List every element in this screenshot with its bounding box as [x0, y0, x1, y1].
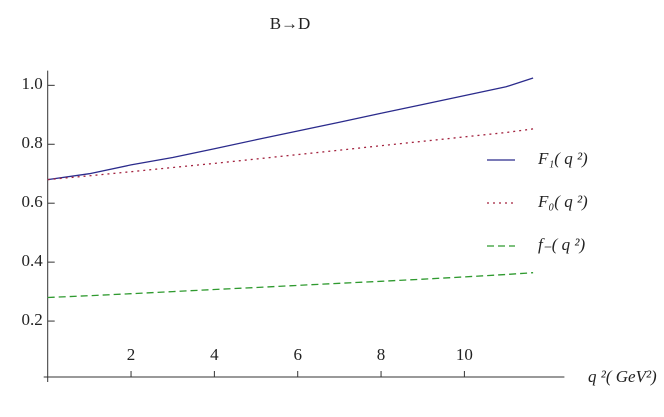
x-tick-label: 6	[293, 345, 302, 364]
x-tick-label: 10	[456, 345, 473, 364]
y-tick-label: 0.6	[21, 192, 42, 211]
legend-label: f₋( q ²)	[538, 235, 585, 254]
series-line	[47, 272, 534, 299]
chart-title: B→D	[270, 14, 311, 33]
x-tick-label: 8	[377, 345, 386, 364]
x-tick-label: 4	[210, 345, 219, 364]
legend-label: F₀( q ²)	[537, 192, 588, 211]
series-line	[47, 128, 534, 181]
y-tick-label: 0.2	[21, 310, 42, 329]
y-tick-label: 1.0	[21, 74, 42, 93]
y-tick-label: 0.8	[21, 133, 42, 152]
x-tick-label: 2	[127, 345, 136, 364]
series-line	[47, 77, 534, 181]
legend-label: F₁( q ²)	[537, 149, 588, 168]
y-tick-label: 0.4	[21, 251, 43, 270]
x-axis-label: q ²( GeV²)	[588, 367, 657, 386]
